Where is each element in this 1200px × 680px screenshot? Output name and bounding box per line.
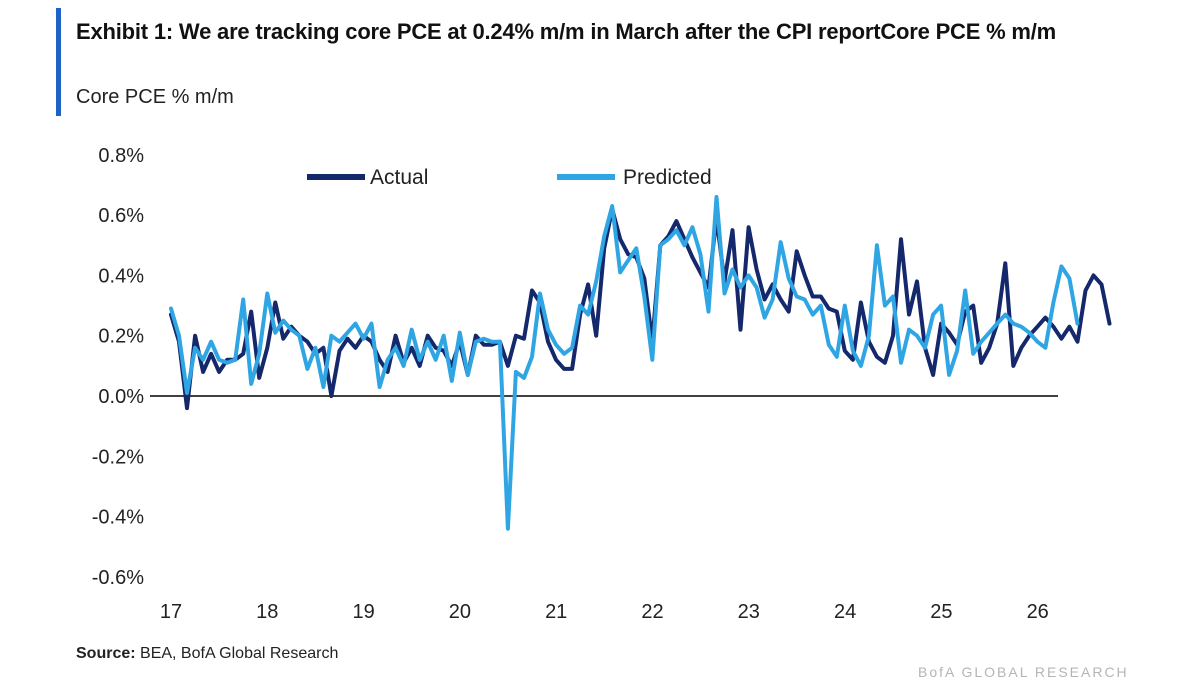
y-tick-label: -0.4%: [92, 507, 144, 529]
y-tick-label: 0.8%: [98, 145, 144, 167]
x-tick-label: 20: [449, 601, 471, 623]
x-tick-label: 25: [930, 601, 952, 623]
legend-label-actual: Actual: [370, 166, 428, 189]
source-text: BEA, BofA Global Research: [135, 645, 339, 662]
legend-label-predicted: Predicted: [623, 166, 712, 189]
y-tick-label: -0.2%: [92, 446, 144, 468]
y-tick-label: 0.6%: [98, 205, 144, 227]
x-tick-label: 22: [641, 601, 663, 623]
series-line-predicted: [169, 195, 1080, 531]
y-tick-label: 0.4%: [98, 265, 144, 287]
x-tick-label: 21: [545, 601, 567, 623]
source-label: Source:: [76, 645, 136, 662]
x-tick-label: 18: [256, 601, 278, 623]
x-tick-label: 17: [160, 601, 182, 623]
x-tick-label: 23: [738, 601, 760, 623]
y-tick-label: -0.6%: [92, 567, 144, 589]
x-tick-label: 26: [1027, 601, 1049, 623]
title-accent-bar: [56, 8, 61, 116]
y-tick-label: 0.2%: [98, 326, 144, 348]
x-tick-label: 24: [834, 601, 856, 623]
y-tick-label: 0.0%: [98, 386, 144, 408]
chart-subtitle: Core PCE % m/m: [76, 86, 234, 108]
source-note: Source: BEA, BofA Global Research: [76, 645, 338, 663]
x-tick-label: 19: [352, 601, 374, 623]
exhibit-title: Exhibit 1: We are tracking core PCE at 0…: [76, 19, 1057, 44]
watermark: BofA GLOBAL RESEARCH: [918, 664, 1129, 680]
